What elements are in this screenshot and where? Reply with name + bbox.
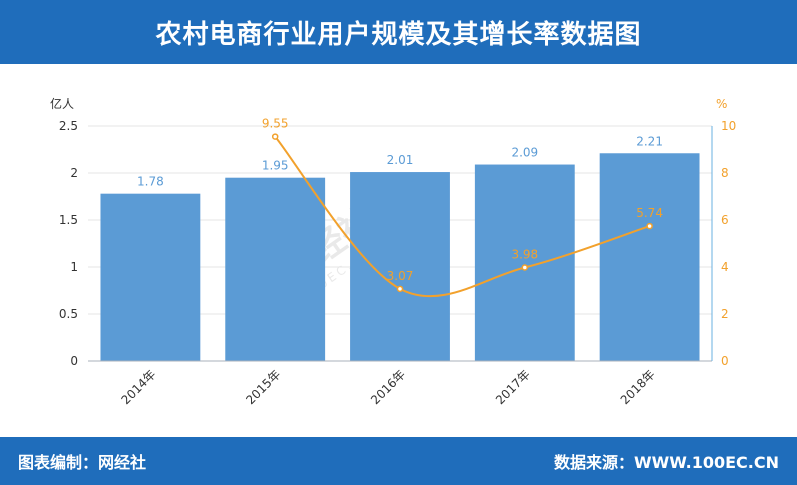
y-tick-left: 1.5 (59, 213, 78, 227)
growth-line (274, 135, 650, 298)
x-tick-label: 2017年 (493, 367, 533, 407)
line-value-label: 3.07 (387, 269, 414, 283)
y-axis-label-right: % (716, 97, 727, 111)
y-tick-left: 2.5 (59, 119, 78, 133)
bar-value-label: 1.95 (262, 159, 289, 173)
bar (225, 177, 326, 361)
y-tick-right: 2 (721, 307, 729, 321)
y-tick-left: 1 (70, 260, 78, 274)
x-tick-label: 2015年 (243, 367, 283, 407)
footer-source: 数据来源：WWW.100EC.CN (553, 453, 779, 472)
x-tick-label: 2018年 (618, 367, 658, 407)
bar-value-label: 1.78 (137, 175, 164, 189)
bar-value-label: 2.01 (387, 153, 414, 167)
line-value-label: 9.55 (262, 117, 289, 131)
bar (100, 193, 201, 361)
x-tick-label: 2016年 (368, 367, 408, 407)
line-point (646, 222, 653, 230)
y-tick-left: 0.5 (59, 307, 78, 321)
y-tick-right: 10 (721, 119, 736, 133)
bar (474, 164, 575, 361)
footer-bar: 图表编制：网经社 数据来源：WWW.100EC.CN (0, 437, 797, 485)
line-point (521, 264, 529, 271)
line-value-label: 3.98 (511, 247, 538, 261)
y-tick-right: 0 (721, 354, 729, 368)
bar (599, 153, 700, 361)
x-tick-label: 2014年 (119, 367, 159, 407)
y-tick-right: 6 (721, 213, 729, 227)
line-point (271, 133, 279, 140)
bar-value-label: 2.21 (636, 134, 663, 148)
header-bar: 农村电商行业用户规模及其增长率数据图 (0, 0, 797, 64)
y-tick-right: 4 (721, 260, 729, 274)
y-axis-label-left: 亿人 (50, 96, 74, 111)
combo-chart: 0 0.5 1 1.5 2 2.5 0 2 4 6 8 10 亿人 % 1.78 2014年 1.95 2015年… (50, 96, 736, 407)
line-point (396, 285, 404, 293)
y-tick-left: 2 (70, 166, 78, 180)
chart-title: 农村电商行业用户规模及其增长率数据图 (155, 19, 642, 50)
y-tick-left: 0 (70, 354, 78, 368)
line-value-label: 5.74 (636, 206, 663, 220)
y-tick-right: 8 (721, 166, 729, 180)
bar (350, 172, 450, 361)
bar-value-label: 2.09 (511, 146, 538, 160)
footer-credit: 图表编制：网经社 (18, 453, 147, 472)
